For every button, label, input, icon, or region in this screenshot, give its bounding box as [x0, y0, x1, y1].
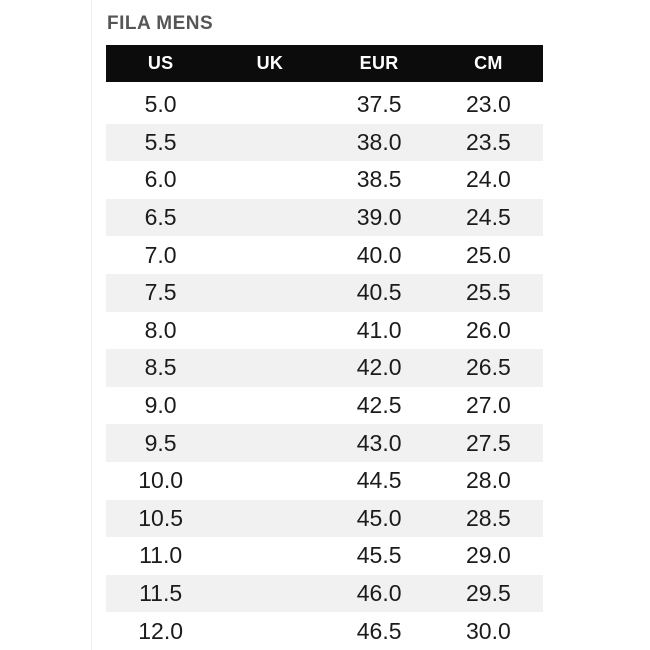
header-cell-us: US	[147, 53, 174, 73]
left-edge-divider	[91, 0, 92, 650]
table-cell: 11.0	[139, 542, 183, 569]
table-cell: 6.0	[144, 166, 177, 193]
table-row: 6.5 39.0 24.5	[106, 198, 543, 237]
table-row: 6.0 38.5 24.0	[106, 161, 543, 199]
table-cell: 23.0	[465, 91, 511, 118]
table-row: 7.0 40.0 25.0	[106, 236, 543, 274]
table-cell: 10.0	[138, 467, 183, 494]
table-cell: 27.5	[465, 429, 511, 456]
table-body: 5.0 37.5 23.0 5.5 38.0 23.5 6.0 38.5 24.0 6.5 39.0…	[106, 86, 543, 650]
table-cell: 42.5	[356, 392, 402, 419]
table-row: 9.5 43.0 27.5	[106, 424, 543, 462]
table-cell: 42.0	[356, 354, 402, 381]
table-row: 9.0 42.5 27.0	[106, 386, 543, 425]
table-row: 8.5 42.0 26.5	[106, 349, 543, 387]
table-row: 5.0 37.5 23.0	[106, 86, 543, 124]
table-cell: 10.5	[138, 504, 183, 531]
table-row: 10.5 45.0 28.5	[106, 499, 543, 538]
table-row: 11.0 45.5 29.0	[106, 537, 543, 575]
table-cell: 24.0	[465, 166, 511, 193]
table-cell: 43.0	[356, 429, 402, 456]
table-row: 12.0 46.5 30.0	[106, 612, 543, 650]
header-cell-eur: EUR	[359, 53, 399, 73]
table-cell: 40.0	[356, 241, 402, 268]
table-cell: 12.0	[138, 617, 183, 644]
table-cell: 46.5	[356, 617, 402, 644]
table-cell: 41.0	[356, 316, 402, 343]
table-cell: 26.0	[465, 316, 511, 343]
table-row: 11.5 46.0 29.5	[106, 574, 543, 613]
table-cell: 6.5	[144, 204, 177, 231]
table-cell: 8.5	[144, 354, 177, 381]
table-cell: 29.0	[465, 542, 511, 569]
table-cell: 25.5	[465, 279, 511, 306]
table-cell: 9.5	[144, 429, 177, 456]
table-cell: 28.5	[465, 504, 511, 531]
table-cell: 9.0	[144, 392, 177, 419]
table-cell: 26.5	[465, 354, 511, 381]
table-cell: 7.0	[144, 241, 177, 268]
table-cell: 38.0	[356, 128, 402, 155]
table-cell: 8.0	[144, 316, 177, 343]
table-cell: 28.0	[465, 467, 511, 494]
table-cell: 24.5	[465, 204, 511, 231]
table-cell: 37.5	[356, 91, 402, 118]
table-cell: 5.5	[144, 128, 177, 155]
table-row: 5.5 38.0 23.5	[106, 123, 543, 162]
table-header-row: US UK EUR CM	[106, 45, 543, 82]
table-row: 8.0 41.0 26.0	[106, 311, 543, 350]
header-cell-uk: UK	[256, 53, 284, 73]
size-table: US UK EUR CM 5.0 37.5 23.0 5.5 38.0 23.5 6.0 38.5 2…	[106, 45, 543, 650]
table-cell: 27.0	[465, 392, 511, 419]
header-cell-cm: CM	[474, 53, 503, 73]
table-cell: 7.5	[144, 279, 177, 306]
table-cell: 45.5	[356, 542, 402, 569]
table-cell: 23.5	[465, 128, 511, 155]
table-cell: 30.0	[465, 617, 511, 644]
table-cell: 29.5	[465, 580, 511, 607]
table-cell: 44.5	[356, 467, 402, 494]
table-cell: 45.0	[356, 504, 402, 531]
table-cell: 40.5	[356, 279, 402, 306]
table-cell: 46.0	[356, 580, 402, 607]
table-row: 7.5 40.5 25.5	[106, 273, 543, 312]
table-row: 10.0 44.5 28.0	[106, 461, 543, 500]
table-cell: 11.5	[139, 580, 183, 607]
table-cell: 39.0	[356, 204, 402, 231]
table-cell: 25.0	[465, 241, 511, 268]
table-cell: 38.5	[356, 166, 402, 193]
page-title: FILA MENS	[107, 13, 214, 34]
table-cell: 5.0	[144, 91, 177, 118]
